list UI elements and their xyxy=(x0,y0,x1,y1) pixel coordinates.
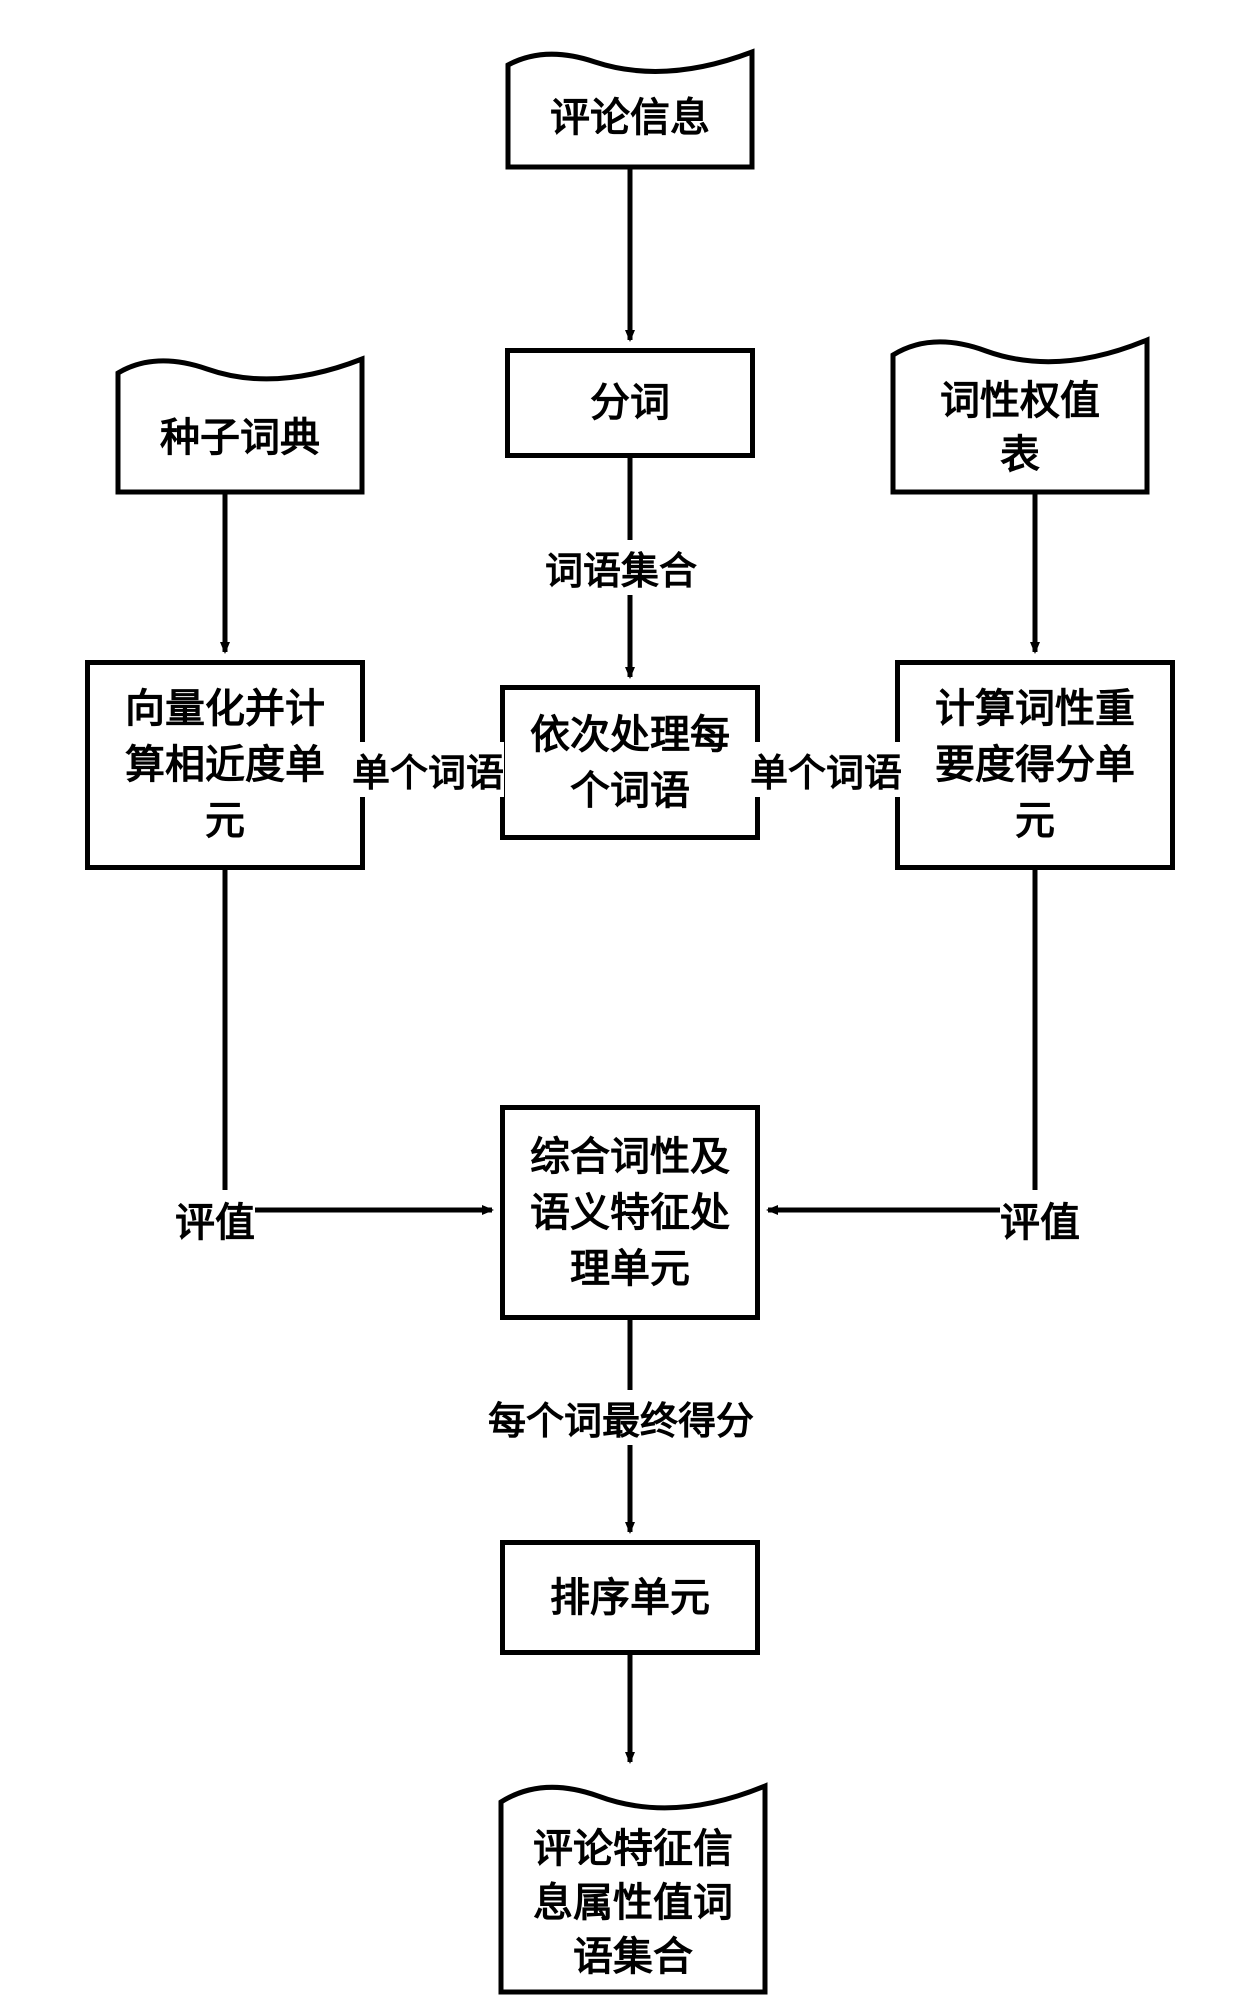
edge-label-single-word-left: 单个词语 xyxy=(352,742,504,797)
node-synthesize-label: 综合词性及 语义特征处 理单元 xyxy=(530,1129,730,1297)
node-process-each-word-label: 依次处理每 个词语 xyxy=(530,707,730,819)
node-pos-weight-table-label: 词性权值 表 xyxy=(890,370,1150,485)
node-pos-importance-score: 计算词性重 要度得分单 元 xyxy=(895,660,1175,870)
node-comment-info-label: 评论信息 xyxy=(505,78,755,158)
edge-posscore-to-synthesize xyxy=(768,870,1035,1210)
node-result-set: 评论特征信 息属性值词 语集合 xyxy=(498,1770,768,1995)
node-vectorize-similarity: 向量化并计 算相近度单 元 xyxy=(85,660,365,870)
node-result-set-label: 评论特征信 息属性值词 语集合 xyxy=(498,1818,768,1988)
edge-vectorize-to-synthesize xyxy=(225,870,492,1210)
node-tokenize-label: 分词 xyxy=(590,375,670,431)
node-vectorize-similarity-label: 向量化并计 算相近度单 元 xyxy=(125,681,325,849)
node-sort-unit-label: 排序单元 xyxy=(550,1570,710,1626)
edges-layer xyxy=(0,0,1240,1956)
node-sort-unit: 排序单元 xyxy=(500,1540,760,1655)
node-pos-importance-score-label: 计算词性重 要度得分单 元 xyxy=(935,681,1135,849)
edge-label-final-score: 每个词最终得分 xyxy=(488,1390,754,1445)
edge-label-eval-right: 评值 xyxy=(1000,1190,1080,1248)
node-seed-dict-label: 种子词典 xyxy=(115,393,365,483)
node-tokenize: 分词 xyxy=(505,348,755,458)
node-pos-weight-table: 词性权值 表 xyxy=(890,325,1150,495)
edge-label-eval-left: 评值 xyxy=(175,1190,255,1248)
node-synthesize: 综合词性及 语义特征处 理单元 xyxy=(500,1105,760,1320)
node-seed-dict: 种子词典 xyxy=(115,345,365,495)
edge-label-single-word-right: 单个词语 xyxy=(750,742,902,797)
node-comment-info: 评论信息 xyxy=(505,40,755,170)
edge-label-word-set: 词语集合 xyxy=(545,540,697,595)
flowchart-canvas: 评论信息 种子词典 词性权值 表 分词 向量化并计 算相近度单 元 依次处理每 … xyxy=(0,0,1240,1956)
node-process-each-word: 依次处理每 个词语 xyxy=(500,685,760,840)
